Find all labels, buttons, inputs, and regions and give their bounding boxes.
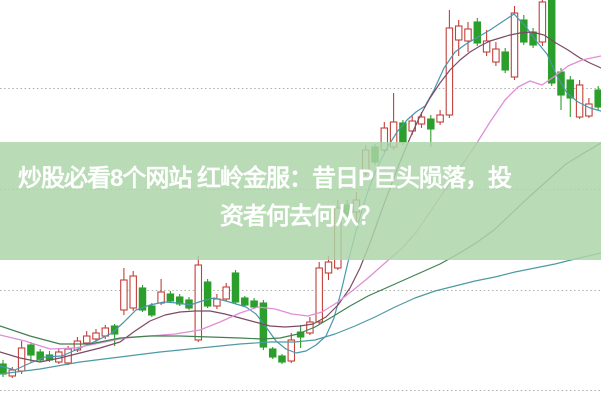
candle (231, 272, 240, 303)
ma-line-ma-long (0, 252, 601, 375)
candle (594, 89, 601, 108)
candle (73, 340, 82, 351)
candle (278, 355, 286, 363)
candle (250, 300, 258, 308)
candle (92, 332, 100, 340)
candle (501, 51, 509, 71)
candle (148, 305, 156, 316)
candle (585, 103, 593, 117)
candle (82, 335, 91, 344)
candle (547, 0, 556, 84)
candle (27, 344, 35, 356)
candle (464, 28, 472, 42)
ma-line-ma-mid (0, 31, 601, 363)
candle (213, 298, 221, 307)
candle (482, 40, 491, 53)
candle (436, 114, 444, 123)
candle (566, 79, 575, 99)
candle (203, 281, 212, 307)
candle (120, 279, 128, 311)
candle (520, 19, 528, 43)
candle (55, 351, 63, 363)
candle (324, 261, 333, 274)
candle (36, 351, 44, 361)
candle (510, 12, 519, 78)
candle (315, 267, 323, 323)
headline-line1: 炒股必看8个网站 红岭金服：昔日P巨头陨落，投 (18, 165, 512, 192)
candle (454, 25, 463, 41)
headline-band (0, 142, 601, 260)
candle (166, 293, 175, 302)
candle (129, 275, 137, 309)
headline-line2: 资者何去何从？ (220, 203, 382, 230)
candle (0, 363, 7, 375)
candle (492, 48, 500, 63)
candle (175, 296, 184, 305)
candle (473, 21, 482, 44)
candle (538, 1, 547, 43)
candle (157, 291, 165, 304)
candle (268, 348, 277, 358)
candle (241, 297, 249, 306)
ma-line-ma-fast (0, 13, 601, 371)
candle (138, 287, 147, 311)
candle (222, 286, 230, 300)
candle (427, 118, 435, 130)
